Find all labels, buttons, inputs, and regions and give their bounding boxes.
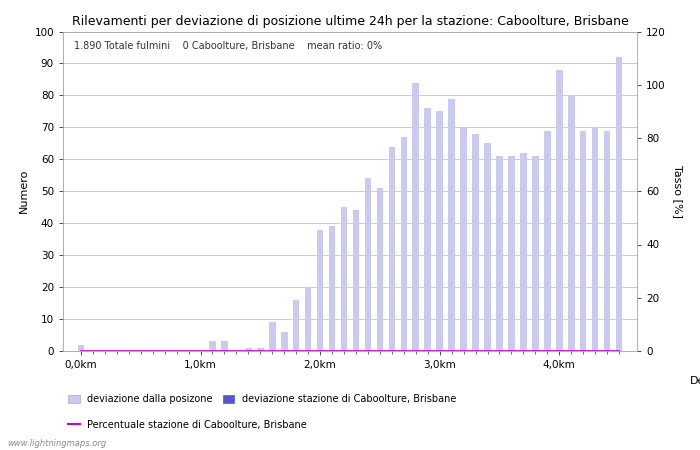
Bar [473, 134, 479, 351]
Bar [580, 130, 587, 351]
Text: 1.890 Totale fulmini    0 Caboolture, Brisbane    mean ratio: 0%: 1.890 Totale fulmini 0 Caboolture, Brisb… [74, 41, 383, 51]
Bar [221, 342, 228, 351]
Bar [412, 83, 419, 351]
Y-axis label: Numero: Numero [19, 169, 29, 213]
Bar [78, 345, 84, 351]
Bar [508, 156, 514, 351]
Title: Rilevamenti per deviazione di posizione ultime 24h per la stazione: Caboolture, : Rilevamenti per deviazione di posizione … [71, 14, 629, 27]
Bar [245, 348, 251, 351]
Bar [317, 230, 323, 351]
Bar [568, 95, 575, 351]
Legend: Percentuale stazione di Caboolture, Brisbane: Percentuale stazione di Caboolture, Bris… [68, 420, 307, 430]
Bar [329, 226, 335, 351]
Bar [281, 332, 288, 351]
Bar [592, 127, 598, 351]
Bar [532, 156, 538, 351]
Bar [604, 130, 610, 351]
Bar [520, 153, 526, 351]
Bar [449, 99, 455, 351]
Bar [209, 342, 216, 351]
Bar [353, 211, 359, 351]
Bar [424, 108, 431, 351]
Bar [341, 207, 347, 351]
Bar [544, 130, 551, 351]
Text: www.lightningmaps.org: www.lightningmaps.org [7, 439, 106, 448]
Bar [616, 57, 622, 351]
Bar [377, 188, 383, 351]
Text: Deviazioni: Deviazioni [690, 376, 700, 386]
Bar [269, 322, 276, 351]
Bar [461, 127, 467, 351]
Y-axis label: Tasso [%]: Tasso [%] [673, 165, 682, 218]
Bar [436, 112, 443, 351]
Bar [257, 348, 264, 351]
Bar [293, 300, 300, 351]
Bar [389, 147, 395, 351]
Bar [305, 287, 312, 351]
Bar [484, 143, 491, 351]
Bar [365, 179, 371, 351]
Bar [556, 70, 563, 351]
Bar [496, 156, 503, 351]
Bar [400, 137, 407, 351]
